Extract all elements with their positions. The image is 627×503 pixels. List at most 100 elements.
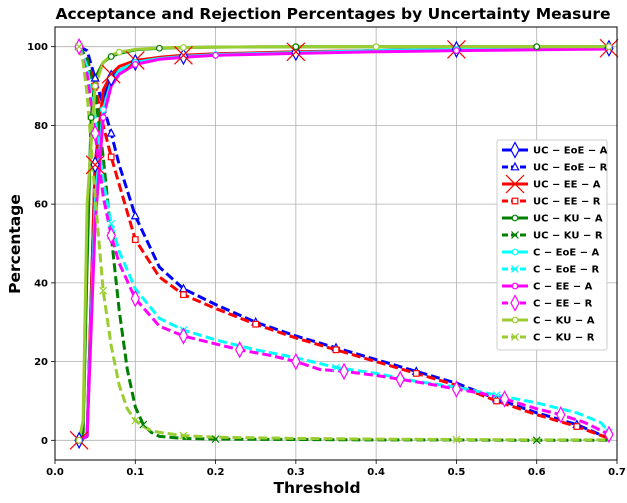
legend-entry-label: UC − EoE − A	[533, 146, 608, 157]
series-11-point	[372, 43, 380, 51]
series-9-point	[99, 114, 107, 121]
legend-swatch-marker	[505, 174, 525, 194]
series-10-point	[234, 341, 245, 359]
series-4-line	[77, 45, 610, 440]
y-tick-label: 80	[34, 121, 48, 132]
series-1-point	[178, 47, 189, 66]
series-11-point	[75, 436, 83, 444]
series-10-point	[130, 289, 140, 308]
x-tick-label: 0.4	[367, 467, 385, 478]
series-5-point	[292, 43, 300, 51]
series-4-point	[180, 291, 187, 299]
legend-entry-label: C − EoE − R	[533, 265, 600, 276]
legend-swatch-marker	[511, 316, 519, 324]
series-10-point	[339, 362, 349, 381]
series-3-point	[85, 155, 105, 175]
x-tick-label: 0.1	[126, 467, 144, 478]
x-tick-label: 0.6	[528, 467, 546, 478]
legend-swatch-marker	[511, 265, 519, 273]
legend-swatch-marker	[511, 231, 519, 239]
series-8-line	[77, 46, 611, 434]
legend: UC − EoE − A UC − EoE − R UC − EE − A UC − …	[496, 139, 608, 351]
legend-entry-label: UC − EE − A	[533, 180, 601, 191]
series-5-point	[87, 114, 95, 121]
x-tick-label: 0.2	[207, 467, 225, 478]
series-12-point	[179, 431, 188, 440]
series-9-line	[78, 47, 610, 442]
series-12-line	[77, 46, 609, 442]
legend-swatch-marker	[511, 333, 519, 341]
chart-title: Acceptance and Rejection Percentages by …	[55, 5, 610, 23]
series-10-point	[395, 370, 405, 389]
series-9-point	[131, 60, 139, 68]
series-12-point	[131, 416, 140, 425]
series-12-point	[452, 435, 461, 444]
series-6-point	[532, 436, 541, 445]
series-4-point	[332, 346, 340, 354]
series-7-point	[99, 106, 107, 114]
series-10-point	[178, 327, 189, 345]
y-tick-label: 100	[27, 42, 48, 53]
series-9-point	[453, 47, 460, 55]
legend-entry-label: UC − KU − R	[533, 231, 603, 242]
series-5-point	[155, 44, 163, 52]
legend-swatch-marker	[511, 214, 519, 222]
series-markers	[69, 37, 619, 450]
series-8-point	[492, 391, 501, 399]
legend-swatch-marker	[510, 161, 520, 171]
series-6-point	[139, 420, 148, 429]
legend-entry-label: C − KU − R	[533, 333, 595, 344]
series-10-point	[106, 226, 116, 245]
series-10-point	[291, 352, 301, 371]
series-4-point	[573, 423, 581, 430]
series-12-point	[99, 286, 108, 295]
series-10-point	[604, 425, 614, 444]
plot-frame	[54, 26, 618, 461]
series-5-point	[107, 53, 115, 60]
series-4-point	[252, 320, 260, 328]
x-tick-label: 0.7	[608, 467, 626, 478]
series-11-point	[605, 43, 613, 51]
series-8-point	[332, 363, 340, 372]
legend-swatch-marker	[510, 294, 520, 312]
series-10-point	[556, 405, 566, 424]
legend-entry-label: C − KU − A	[533, 316, 595, 327]
series-11-point	[115, 48, 123, 56]
y-axis-label: Percentage	[6, 194, 24, 294]
legend-entry-label: C − EoE − A	[533, 248, 600, 259]
y-tick-label: 40	[34, 278, 48, 289]
legend-entry-label: C − EE − R	[533, 299, 593, 310]
series-3-point	[101, 64, 121, 84]
axis-ticks: 0.0 0.1 0.2 0.3 0.4 0.5 0.6 0.7 0 20 40 60 80 100	[27, 42, 626, 478]
series-5-point	[533, 43, 541, 51]
series-6-point	[211, 435, 220, 444]
legend-entry-label: UC − KU − A	[533, 214, 603, 225]
legend-entry-label: UC − EE − R	[533, 197, 601, 208]
series-4-point	[131, 236, 139, 243]
series-8-point	[107, 219, 116, 228]
legend-entry-label: C − EE − A	[533, 282, 593, 293]
legend-box	[496, 139, 608, 351]
series-10-point	[451, 380, 462, 398]
series-9-point	[212, 51, 219, 59]
x-axis-label: Threshold	[273, 479, 360, 497]
x-tick-label: 0.0	[46, 467, 64, 478]
series-2-point	[90, 72, 100, 82]
series-4-point	[107, 153, 115, 161]
series-10-point	[499, 390, 510, 408]
legend-swatch-marker	[511, 248, 519, 256]
x-tick-label: 0.3	[287, 467, 305, 478]
series-3-point	[286, 42, 306, 62]
y-tick-label: 20	[34, 357, 48, 368]
series-2-point	[106, 127, 116, 137]
series-12-point	[75, 42, 84, 51]
series-3-point	[174, 45, 193, 65]
series-4-point	[493, 397, 500, 405]
series-11-point	[180, 44, 187, 51]
y-tick-label: 60	[34, 200, 48, 211]
legend-swatch-marker	[510, 141, 520, 159]
series-2-point	[130, 210, 140, 220]
series-4-point	[412, 370, 420, 377]
legend-entry-label: UC − EoE − R	[533, 163, 608, 174]
